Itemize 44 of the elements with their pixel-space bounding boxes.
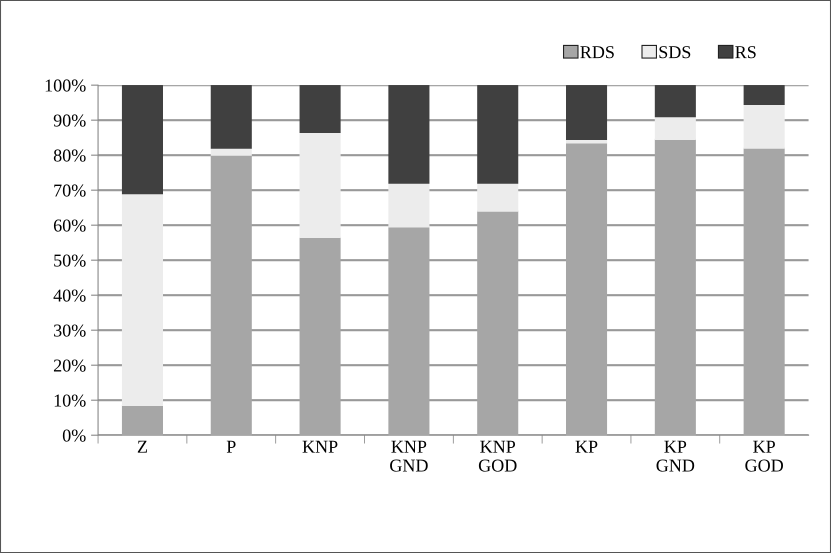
x-tick-label: KNP GND (390, 440, 428, 472)
bar (300, 132, 341, 238)
y-tick-label: 90% (54, 114, 86, 127)
y-tick-label: 50% (54, 254, 86, 267)
bar (210, 154, 252, 436)
y-tick-label: 10% (54, 394, 86, 407)
bar (566, 142, 608, 436)
bar (744, 85, 785, 105)
legend-label: RDS (580, 46, 614, 58)
y-tick-label: 70% (54, 184, 86, 197)
x-tick-label: Z (138, 440, 147, 453)
bar (300, 236, 341, 436)
bar (654, 116, 696, 140)
bar (477, 85, 518, 184)
bar (566, 85, 608, 140)
y-tick-label: 20% (54, 359, 86, 372)
bar (654, 85, 696, 118)
y-tick-label: 60% (54, 219, 86, 232)
bar (654, 138, 696, 436)
x-tick-label: KNP (302, 440, 338, 453)
bar (300, 85, 341, 133)
bar (388, 226, 430, 436)
bar (388, 182, 430, 228)
bar (388, 85, 430, 184)
legend-label: SDS (659, 46, 690, 58)
bar (477, 210, 518, 436)
y-tick-label: 40% (54, 289, 86, 302)
bar (122, 193, 164, 406)
x-tick-label: KP GOD (745, 440, 783, 472)
y-tick-label: 30% (54, 324, 86, 337)
x-tick-label: KP (576, 440, 598, 453)
bar (122, 85, 164, 194)
bar (210, 85, 252, 149)
x-tick-label: KNP GOD (478, 440, 517, 472)
x-tick-label: KP GND (656, 440, 694, 472)
bar (744, 148, 785, 436)
legend-label: RS (735, 46, 756, 58)
y-tick-label: 80% (54, 149, 86, 162)
bar (122, 404, 164, 436)
bar (744, 104, 785, 149)
x-tick-label: P (226, 440, 236, 453)
y-tick-label: 0% (62, 429, 86, 442)
bar (477, 182, 518, 212)
y-tick-label: 100% (46, 79, 86, 92)
